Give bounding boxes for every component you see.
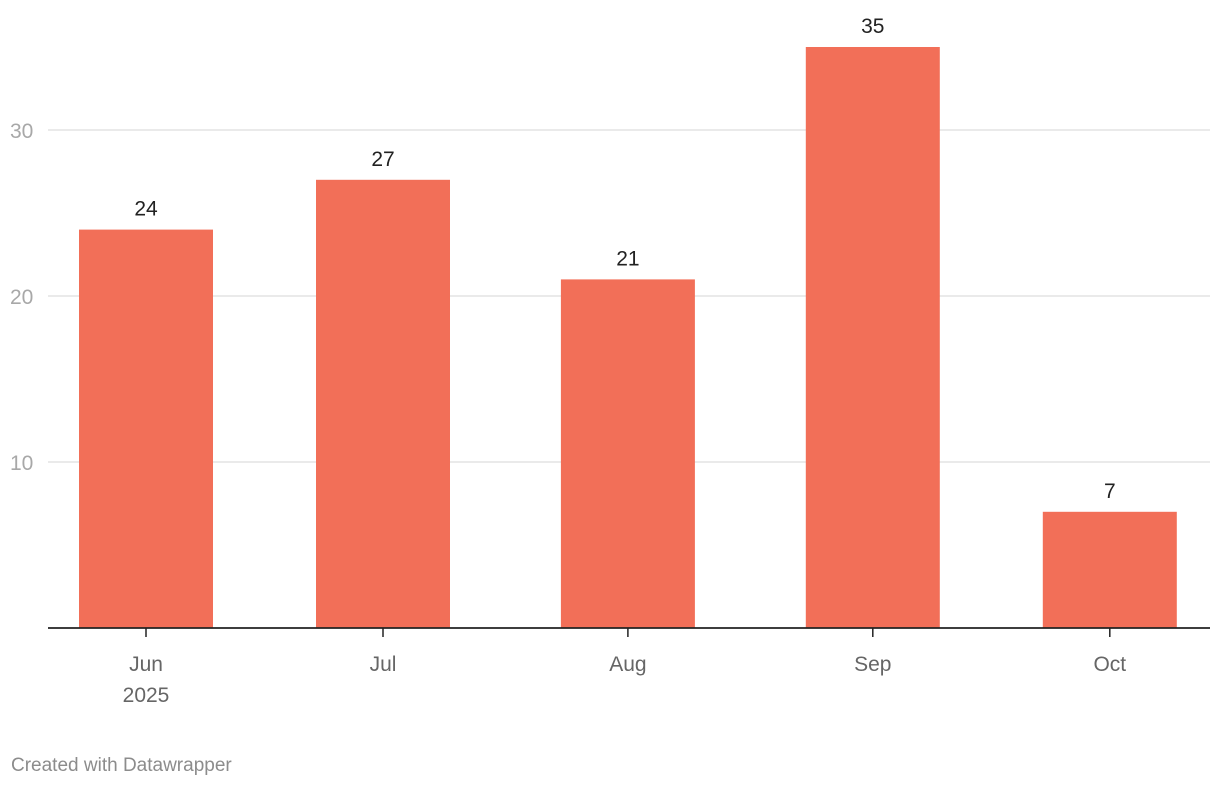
data-label: 27 (371, 148, 394, 171)
x-tick-label: Oct (1093, 653, 1126, 676)
data-label: 7 (1104, 480, 1116, 503)
bar (316, 179, 450, 629)
x-tick-label: 2025 (123, 684, 170, 707)
data-label: 21 (616, 247, 639, 270)
bar (560, 279, 695, 628)
x-tick-label: Jul (370, 653, 397, 676)
data-label: 35 (861, 15, 884, 38)
y-tick-label: 30 (10, 120, 33, 143)
bar (1042, 511, 1177, 628)
bar (79, 229, 213, 628)
x-tick-label: Sep (854, 653, 891, 676)
y-tick-label: 10 (10, 452, 33, 475)
credit-text: Created with Datawrapper (11, 755, 232, 776)
x-tick-label: Aug (609, 653, 646, 676)
bar-chart: 10 20 30 24 Jun 2025 27 Jul 21 Aug 35 Sep 7 Oct (10, 15, 1210, 707)
y-tick-label: 20 (10, 286, 33, 309)
bar (805, 47, 940, 628)
data-label: 24 (134, 198, 158, 221)
x-tick-label: Jun (129, 653, 163, 676)
